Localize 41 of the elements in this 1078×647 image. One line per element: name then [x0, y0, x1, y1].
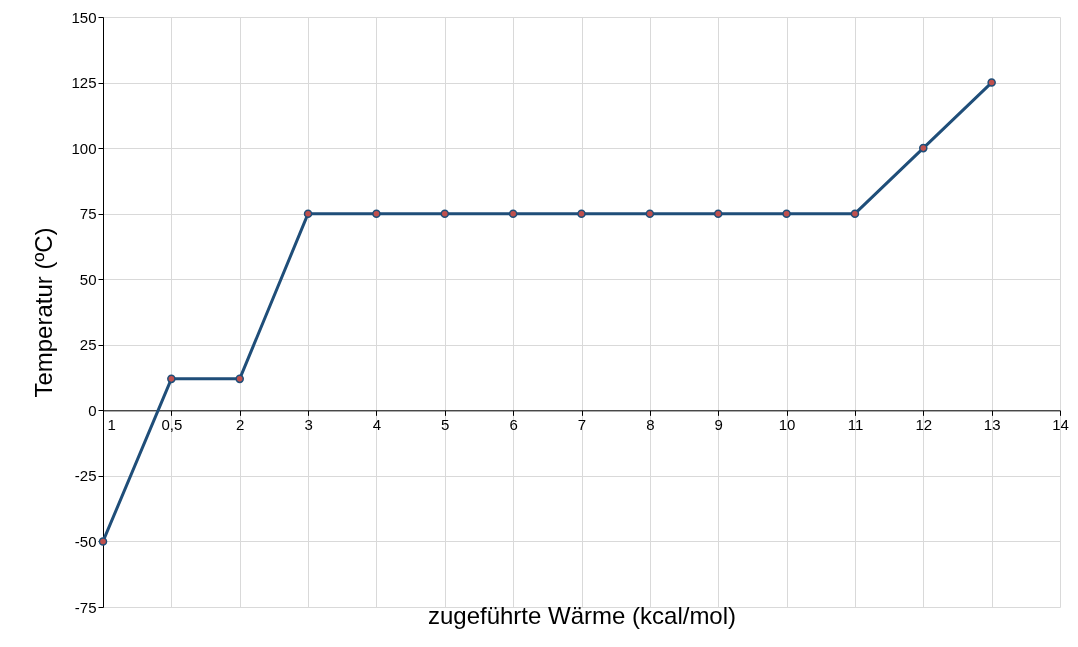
x-tick-label: 1: [107, 415, 116, 433]
y-tick-label: 0: [88, 401, 97, 419]
y-tick-label: -50: [74, 532, 97, 550]
y-tick-label: 50: [79, 270, 97, 288]
x-tick-label: 13: [983, 415, 1001, 433]
y-tick-label: 25: [79, 336, 97, 354]
point: [782, 209, 791, 218]
point: [508, 209, 518, 218]
y-axis-title: Temperatur (ºC): [30, 227, 58, 398]
point: [850, 209, 860, 218]
x-tick-label: 3: [304, 415, 313, 433]
y-tick-label: 125: [71, 74, 97, 92]
y-tick-label: 100: [71, 139, 97, 157]
y-tick-label: 75: [79, 205, 97, 223]
x-tick-label: 5: [441, 415, 450, 433]
x-axis-title: zugeführte Wärme (kcal/mol): [427, 601, 737, 629]
x-tick-label: 6: [509, 415, 518, 433]
x-tick-label: 10: [778, 415, 796, 433]
point: [919, 143, 928, 153]
point: [303, 209, 313, 218]
x-tick-label: 8: [646, 415, 655, 433]
x-tick-label: 7: [577, 415, 587, 433]
point: [98, 537, 108, 546]
point: [645, 209, 655, 218]
y-tick-label: -25: [74, 467, 97, 485]
x-tick-label: 11: [847, 415, 864, 433]
x-tick-label: 14: [1052, 415, 1069, 433]
point: [577, 209, 586, 218]
x-tick-label: 4: [372, 415, 382, 433]
y-tick-label: -75: [74, 598, 97, 616]
y-tick-label: 150: [71, 8, 97, 26]
point: [372, 209, 381, 218]
point: [987, 78, 996, 87]
x-tick-label: 0,5: [161, 415, 183, 433]
x-tick-label: 2: [236, 415, 245, 433]
point: [713, 209, 723, 218]
point: [167, 374, 176, 384]
point: [235, 374, 244, 384]
point: [440, 209, 450, 218]
x-tick-label: 9: [714, 415, 723, 433]
x-tick-label: 12: [915, 415, 933, 433]
